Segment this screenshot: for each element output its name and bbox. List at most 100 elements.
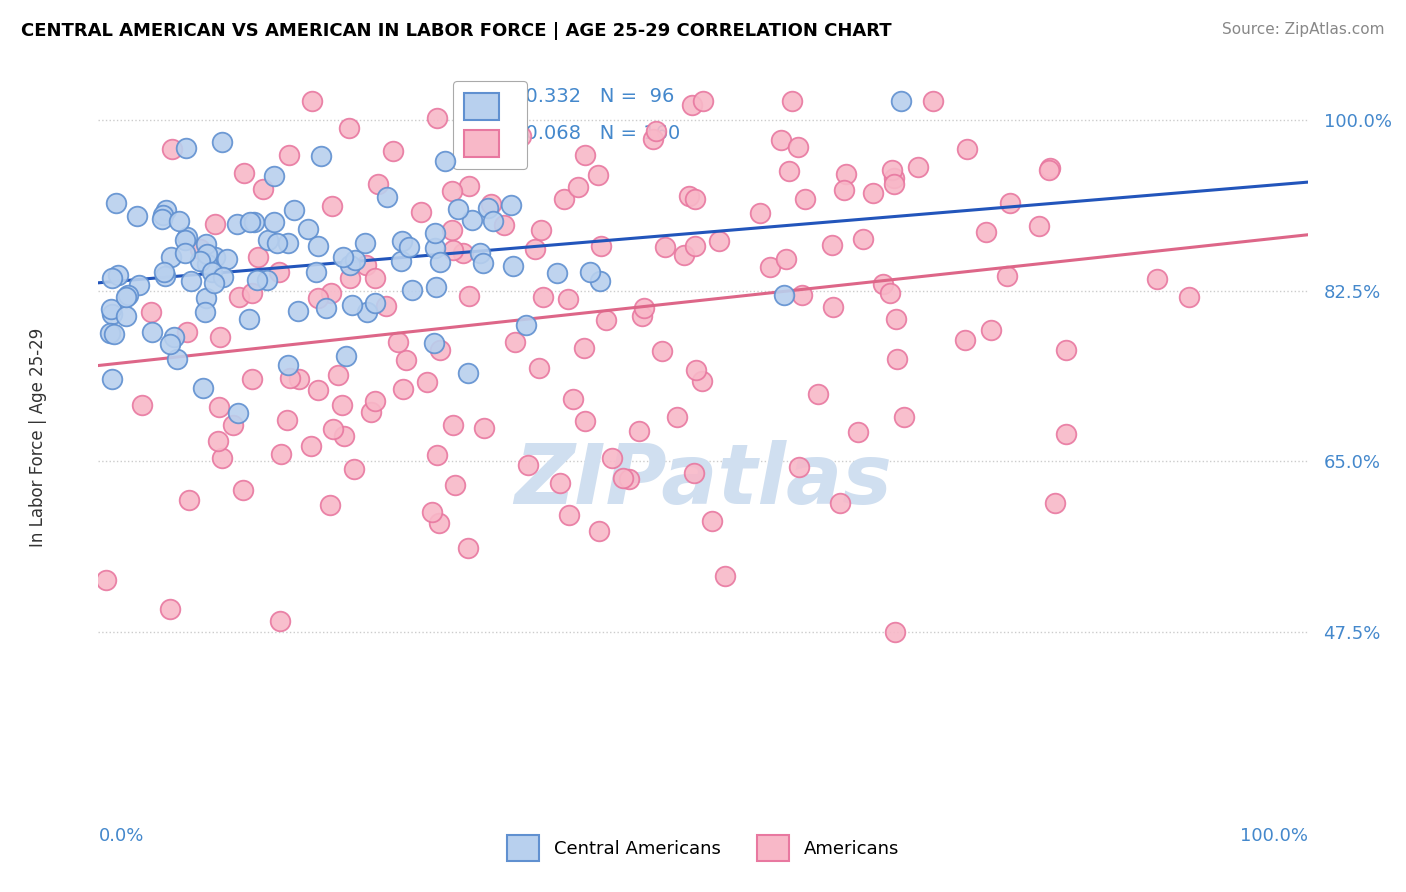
Point: [321, 285, 343, 300]
Legend: , : ,: [453, 81, 527, 169]
Point: [354, 235, 377, 250]
Point: [321, 199, 343, 213]
Point: [499, 198, 522, 212]
Point: [773, 288, 796, 302]
Point: [343, 252, 366, 267]
Point: [100, 307, 122, 321]
Point: [759, 260, 782, 275]
Point: [194, 305, 217, 319]
Point: [440, 223, 463, 237]
Point: [153, 268, 176, 283]
Point: [332, 429, 354, 443]
Point: [246, 272, 269, 286]
Point: [288, 371, 311, 385]
Point: [304, 265, 326, 279]
Point: [479, 197, 502, 211]
Point: [278, 148, 301, 162]
Point: [872, 277, 894, 291]
Point: [883, 170, 905, 185]
Point: [524, 242, 547, 256]
Point: [167, 214, 190, 228]
Point: [195, 246, 218, 260]
Point: [176, 325, 198, 339]
Point: [299, 439, 322, 453]
Point: [707, 234, 730, 248]
Point: [589, 239, 612, 253]
Point: [980, 323, 1002, 337]
Point: [128, 278, 150, 293]
Point: [330, 398, 353, 412]
Point: [240, 371, 263, 385]
Point: [243, 215, 266, 229]
Point: [780, 94, 803, 108]
Point: [807, 387, 830, 401]
Point: [633, 301, 655, 316]
Point: [141, 325, 163, 339]
Point: [360, 405, 382, 419]
Point: [953, 333, 976, 347]
Point: [1054, 343, 1077, 358]
Point: [665, 409, 688, 424]
Point: [792, 287, 814, 301]
Point: [645, 123, 668, 137]
Point: [443, 417, 465, 432]
Point: [654, 240, 676, 254]
Point: [1000, 195, 1022, 210]
Point: [527, 361, 550, 376]
Point: [195, 257, 218, 271]
Point: [392, 382, 415, 396]
Point: [974, 225, 997, 239]
Point: [690, 374, 713, 388]
Point: [692, 94, 714, 108]
Point: [319, 498, 342, 512]
Point: [1054, 427, 1077, 442]
Point: [879, 285, 901, 300]
Point: [588, 524, 610, 539]
Point: [188, 254, 211, 268]
Point: [114, 290, 136, 304]
Point: [269, 614, 291, 628]
Point: [208, 330, 231, 344]
Point: [427, 516, 450, 531]
Point: [222, 417, 245, 432]
Point: [225, 217, 247, 231]
Point: [337, 121, 360, 136]
Point: [683, 466, 706, 480]
Point: [307, 291, 329, 305]
Point: [177, 492, 200, 507]
Text: In Labor Force | Age 25-29: In Labor Force | Age 25-29: [30, 327, 46, 547]
Point: [204, 217, 226, 231]
Point: [339, 258, 361, 272]
Point: [794, 192, 817, 206]
Point: [420, 505, 443, 519]
Point: [457, 541, 479, 555]
Point: [548, 476, 571, 491]
Point: [159, 337, 181, 351]
Point: [443, 477, 465, 491]
Point: [141, 305, 163, 319]
Legend: Central Americans, Americans: Central Americans, Americans: [498, 826, 908, 870]
Point: [100, 301, 122, 316]
Point: [787, 459, 810, 474]
Point: [283, 202, 305, 217]
Point: [367, 177, 389, 191]
Point: [494, 218, 516, 232]
Point: [600, 451, 623, 466]
Point: [468, 246, 491, 260]
Point: [101, 271, 124, 285]
Point: [276, 413, 298, 427]
Point: [152, 209, 174, 223]
Point: [340, 297, 363, 311]
Point: [332, 250, 354, 264]
Point: [574, 415, 596, 429]
Point: [174, 233, 197, 247]
Point: [425, 279, 447, 293]
Point: [509, 129, 531, 144]
Point: [105, 196, 128, 211]
Point: [495, 94, 517, 108]
Point: [363, 271, 385, 285]
Point: [364, 394, 387, 409]
Point: [287, 304, 309, 318]
Point: [247, 251, 270, 265]
Point: [823, 301, 845, 315]
